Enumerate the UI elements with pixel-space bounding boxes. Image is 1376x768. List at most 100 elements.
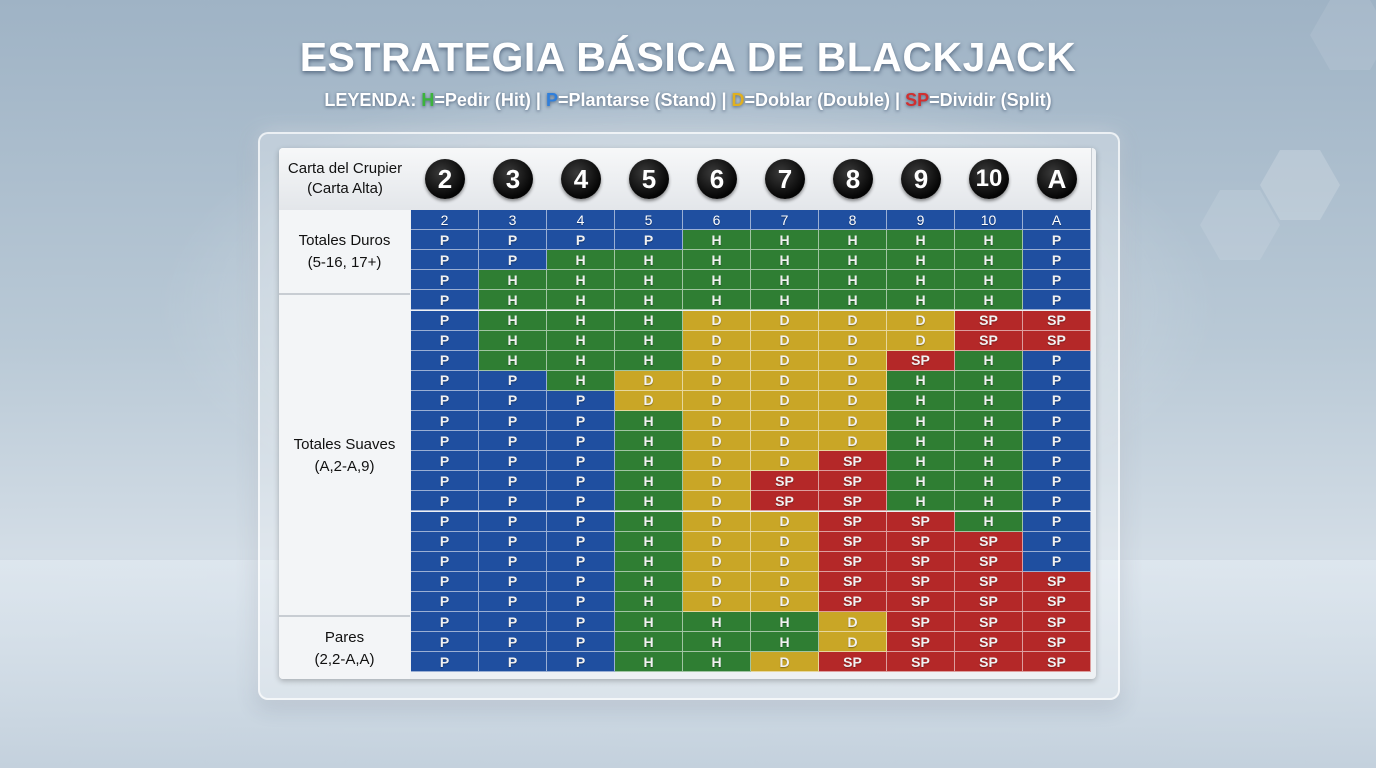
strategy-cell: D (751, 451, 819, 472)
strategy-cell: SP (819, 471, 887, 492)
strategy-cell: SP (1023, 591, 1091, 612)
strategy-cell: H (615, 591, 683, 612)
strategy-cell: H (887, 411, 955, 432)
strategy-cell: H (683, 230, 751, 251)
strategy-cell: H (615, 632, 683, 653)
strategy-cell: P (479, 411, 547, 432)
strategy-cell: P (547, 511, 615, 532)
strategy-cell: P (547, 652, 615, 673)
strategy-cell: P (1023, 451, 1091, 472)
strategy-cell: P (479, 652, 547, 673)
dealer-card-badge: 6 (697, 159, 737, 199)
strategy-cell: SP (887, 591, 955, 612)
strategy-cell: H (955, 511, 1023, 532)
strategy-cell: H (955, 370, 1023, 391)
strategy-cell: D (615, 390, 683, 411)
strategy-cell: SP (819, 531, 887, 552)
strategy-cell: SP (955, 531, 1023, 552)
strategy-cell: H (751, 230, 819, 251)
strategy-cell: P (547, 431, 615, 452)
strategy-cell: H (751, 250, 819, 271)
strategy-cell: SP (887, 632, 955, 653)
strategy-cell: P (411, 431, 479, 452)
strategy-cell: P (479, 531, 547, 552)
group-label-soft-totals: Totales Suaves (A,2-A,9) (279, 293, 410, 617)
strategy-cell: D (683, 411, 751, 432)
strategy-cell: P (547, 531, 615, 552)
strategy-cell: H (955, 471, 1023, 492)
strategy-cell: SP (819, 491, 887, 512)
strategy-cell: D (683, 551, 751, 572)
dealer-card-badge: 3 (493, 159, 533, 199)
strategy-cell: H (887, 431, 955, 452)
strategy-cell: SP (819, 511, 887, 532)
strategy-cell: H (615, 491, 683, 512)
strategy-cell: D (683, 571, 751, 592)
strategy-cell: P (615, 230, 683, 251)
strategy-cell: H (479, 310, 547, 331)
dealer-card-badge: 2 (425, 159, 465, 199)
strategy-cell: H (615, 250, 683, 271)
strategy-cell: H (751, 632, 819, 653)
grid-header-cell: A (1023, 210, 1091, 231)
strategy-cell: D (683, 491, 751, 512)
strategy-cell: H (887, 290, 955, 311)
group-label-line1: Totales Suaves (293, 436, 396, 453)
strategy-cell: P (547, 632, 615, 653)
group-label-line1: Totales Duros (298, 231, 391, 249)
legend-hit-key: H (421, 90, 435, 110)
strategy-cell: H (819, 270, 887, 291)
strategy-cell: P (1023, 471, 1091, 492)
grid-header-cell: 8 (819, 210, 887, 231)
legend-prefix: LEYENDA: (324, 90, 422, 110)
strategy-cell: P (411, 390, 479, 411)
strategy-cell: P (411, 330, 479, 351)
strategy-cell: D (819, 350, 887, 371)
corner-header: Carta del Crupier (Carta Alta) (279, 148, 412, 210)
strategy-cell: H (615, 451, 683, 472)
strategy-cell: P (411, 531, 479, 552)
strategy-cell: H (819, 230, 887, 251)
strategy-cell: H (615, 511, 683, 532)
strategy-cell: P (479, 612, 547, 633)
strategy-cell: H (547, 310, 615, 331)
strategy-cell: P (479, 451, 547, 472)
strategy-cell: H (955, 451, 1023, 472)
group-label-line2: (A,2-A,9) (314, 458, 375, 475)
strategy-cell: SP (955, 310, 1023, 331)
strategy-cell: SP (955, 612, 1023, 633)
strategy-cell: D (751, 411, 819, 432)
strategy-cell: SP (819, 591, 887, 612)
strategy-cell: H (887, 270, 955, 291)
dealer-card-badge: 10 (969, 159, 1009, 199)
strategy-cell: P (547, 612, 615, 633)
strategy-cell: P (1023, 431, 1091, 452)
strategy-cell: SP (1023, 571, 1091, 592)
strategy-cell: D (751, 551, 819, 572)
strategy-cell: H (819, 250, 887, 271)
grid-header-cell: 4 (547, 210, 615, 231)
strategy-cell: H (751, 612, 819, 633)
strategy-cell: H (547, 290, 615, 311)
strategy-cell: SP (955, 571, 1023, 592)
strategy-cell: H (615, 290, 683, 311)
dealer-card-badge: A (1037, 159, 1077, 199)
strategy-cell: SP (887, 531, 955, 552)
strategy-cell: D (751, 511, 819, 532)
strategy-cell: P (1023, 270, 1091, 291)
grid-header-cell: 5 (615, 210, 683, 231)
grid-header-cell: 3 (479, 210, 547, 231)
strategy-cell: H (683, 270, 751, 291)
legend-hit-text: =Pedir (Hit) | (434, 90, 546, 110)
strategy-cell: SP (819, 451, 887, 472)
grid-header-cell: 6 (683, 210, 751, 231)
strategy-cell: P (479, 551, 547, 572)
strategy-cell: D (819, 370, 887, 391)
strategy-cell: P (547, 591, 615, 612)
strategy-cell: H (479, 290, 547, 311)
strategy-cell: SP (955, 591, 1023, 612)
grid-header-cell: 7 (751, 210, 819, 231)
strategy-cell: D (751, 591, 819, 612)
legend: LEYENDA: H=Pedir (Hit) | P=Plantarse (St… (0, 90, 1376, 111)
strategy-cell: P (479, 390, 547, 411)
